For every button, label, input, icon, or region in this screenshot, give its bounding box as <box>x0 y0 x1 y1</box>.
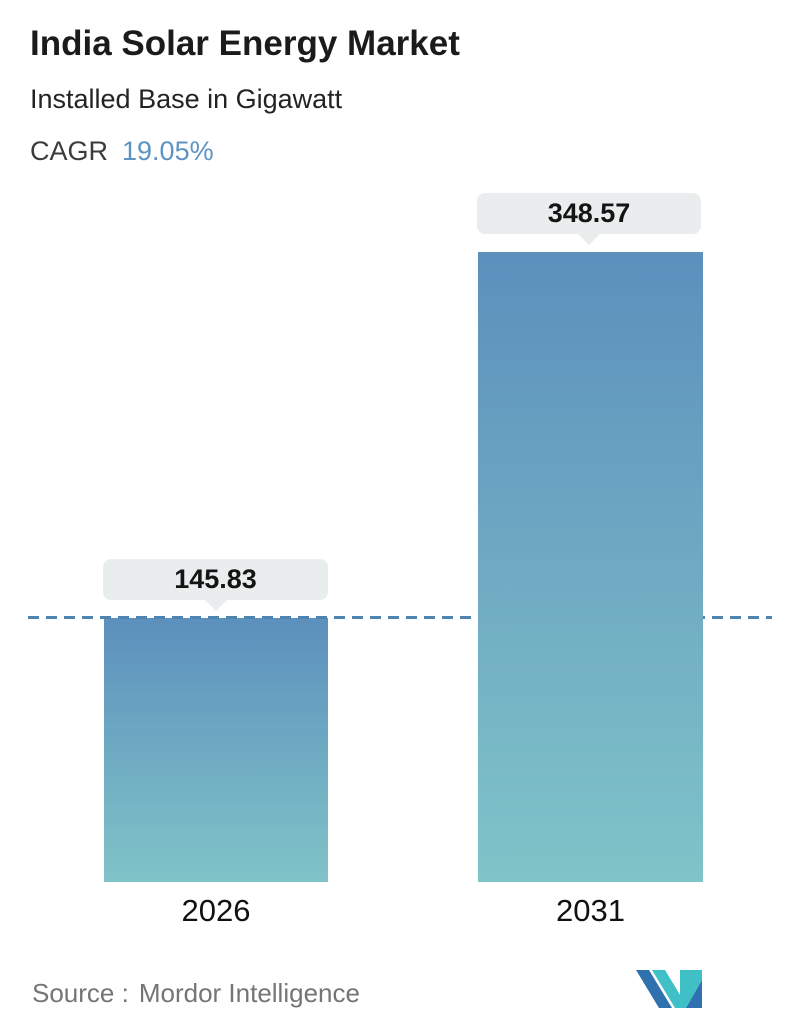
logo-right-blue-triangle <box>686 980 702 1008</box>
value-tooltip-2031: 348.57 <box>477 193 701 234</box>
chart-subtitle: Installed Base in Gigawatt <box>30 84 343 114</box>
logo-right-teal-shape <box>680 970 702 1008</box>
source-attribution: Source : Mordor Intelligence <box>32 978 360 1009</box>
value-reference-dashed-line <box>28 616 772 620</box>
cagr-row: CAGR 19.05% <box>30 136 214 167</box>
source-name: Mordor Intelligence <box>138 978 360 1008</box>
cagr-value: 19.05% <box>122 136 214 166</box>
bar-2031 <box>478 252 703 882</box>
logo-middle-teal-stripe <box>652 970 688 1008</box>
value-tooltip-2026: 145.83 <box>103 559 328 601</box>
logo-left-blue-stripe <box>636 970 672 1008</box>
mordor-intelligence-logo <box>636 970 702 1008</box>
bar-2026 <box>104 618 328 882</box>
cagr-label: CAGR <box>30 136 109 166</box>
x-axis-label-2026: 2026 <box>181 893 251 928</box>
x-axis-label-2031: 2031 <box>556 893 625 928</box>
page-title: India Solar Energy Market <box>30 24 460 63</box>
source-label: Source : <box>32 978 129 1008</box>
